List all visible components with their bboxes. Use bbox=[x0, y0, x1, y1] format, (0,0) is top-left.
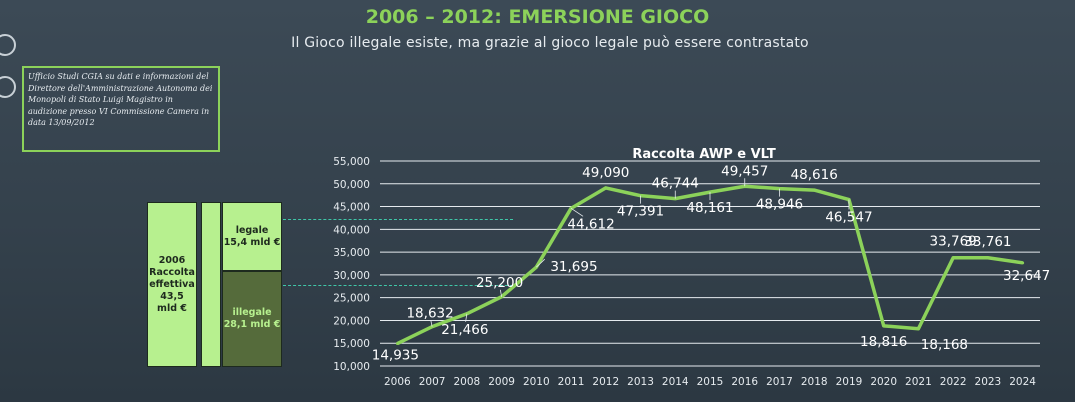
x-tick-label: 2011 bbox=[558, 376, 585, 388]
data-point bbox=[604, 186, 608, 190]
data-label: 33,761 bbox=[964, 234, 1011, 250]
illegale-connector-line bbox=[283, 285, 513, 286]
illegale-box: illegale 28,1 mld € bbox=[222, 271, 282, 367]
data-label: 47,391 bbox=[617, 204, 664, 220]
data-label: 44,612 bbox=[567, 216, 614, 232]
data-point bbox=[1021, 261, 1025, 265]
data-label: 49,090 bbox=[582, 165, 629, 181]
x-tick-label: 2022 bbox=[940, 376, 967, 388]
data-label: 18,816 bbox=[860, 334, 907, 350]
data-label: 33,769 bbox=[930, 234, 977, 250]
data-label: 32,647 bbox=[1003, 268, 1050, 284]
page-title: 2006 – 2012: EMERSIONE GIOCO bbox=[365, 6, 710, 28]
label-leader-line bbox=[465, 313, 468, 322]
y-tick-label: 55,000 bbox=[333, 156, 370, 168]
label-leader-line bbox=[499, 289, 502, 297]
y-tick-label: 25,000 bbox=[333, 293, 370, 305]
data-label: 46,547 bbox=[825, 210, 872, 226]
y-tick-label: 10,000 bbox=[333, 361, 370, 373]
data-label: 46,744 bbox=[652, 176, 699, 192]
decorative-circle-top bbox=[0, 34, 16, 56]
x-tick-label: 2019 bbox=[836, 376, 863, 388]
label-leader-line bbox=[430, 320, 433, 327]
x-tick-label: 2012 bbox=[592, 376, 619, 388]
data-point bbox=[812, 188, 816, 192]
data-label: 49,457 bbox=[721, 163, 768, 179]
label-leader-line bbox=[570, 207, 584, 217]
data-label: 48,616 bbox=[791, 167, 838, 183]
x-tick-label: 2009 bbox=[488, 376, 515, 388]
data-point bbox=[986, 256, 990, 260]
x-tick-label: 2020 bbox=[870, 376, 897, 388]
data-point bbox=[951, 256, 955, 260]
y-tick-label: 50,000 bbox=[333, 179, 370, 191]
data-point bbox=[882, 324, 886, 328]
box-spacer bbox=[201, 202, 221, 367]
data-label: 25,200 bbox=[476, 275, 523, 291]
data-label: 48,946 bbox=[756, 197, 803, 213]
data-label: 18,168 bbox=[921, 337, 968, 353]
y-tick-label: 30,000 bbox=[333, 270, 370, 282]
x-tick-label: 2023 bbox=[975, 376, 1002, 388]
legale-box: legale 15,4 mld € bbox=[222, 202, 282, 271]
x-tick-label: 2010 bbox=[523, 376, 550, 388]
x-tick-label: 2007 bbox=[419, 376, 446, 388]
x-tick-label: 2021 bbox=[905, 376, 932, 388]
x-tick-label: 2013 bbox=[627, 376, 654, 388]
decorative-circle-bottom bbox=[0, 76, 16, 98]
chart-title: Raccolta AWP e VLT bbox=[632, 147, 776, 162]
x-tick-label: 2018 bbox=[801, 376, 828, 388]
label-leader-line bbox=[536, 258, 545, 268]
x-tick-label: 2008 bbox=[453, 376, 480, 388]
x-tick-label: 2017 bbox=[766, 376, 793, 388]
x-tick-label: 2024 bbox=[1009, 376, 1036, 388]
y-tick-label: 35,000 bbox=[333, 247, 370, 259]
x-tick-label: 2016 bbox=[731, 376, 758, 388]
data-label: 18,632 bbox=[406, 306, 453, 322]
data-point bbox=[395, 342, 399, 346]
year-2006-box: 2006 Raccolta effettiva 43,5 mld € bbox=[147, 202, 197, 367]
page-subtitle: Il Gioco illegale esiste, ma grazie al g… bbox=[291, 35, 809, 51]
data-point bbox=[916, 327, 920, 331]
y-tick-label: 15,000 bbox=[333, 338, 370, 350]
x-tick-label: 2014 bbox=[662, 376, 689, 388]
legale-connector-line bbox=[283, 219, 513, 220]
y-tick-label: 20,000 bbox=[333, 315, 370, 327]
source-note: Ufficio Studi CGIA su dati e informazion… bbox=[22, 66, 220, 152]
data-label: 31,695 bbox=[550, 259, 597, 275]
data-label: 48,161 bbox=[686, 200, 733, 216]
x-tick-label: 2015 bbox=[697, 376, 724, 388]
y-tick-label: 40,000 bbox=[333, 224, 370, 236]
data-label: 21,466 bbox=[441, 322, 488, 338]
data-label: 14,935 bbox=[372, 348, 419, 364]
y-tick-label: 45,000 bbox=[333, 202, 370, 214]
x-tick-label: 2006 bbox=[384, 376, 411, 388]
